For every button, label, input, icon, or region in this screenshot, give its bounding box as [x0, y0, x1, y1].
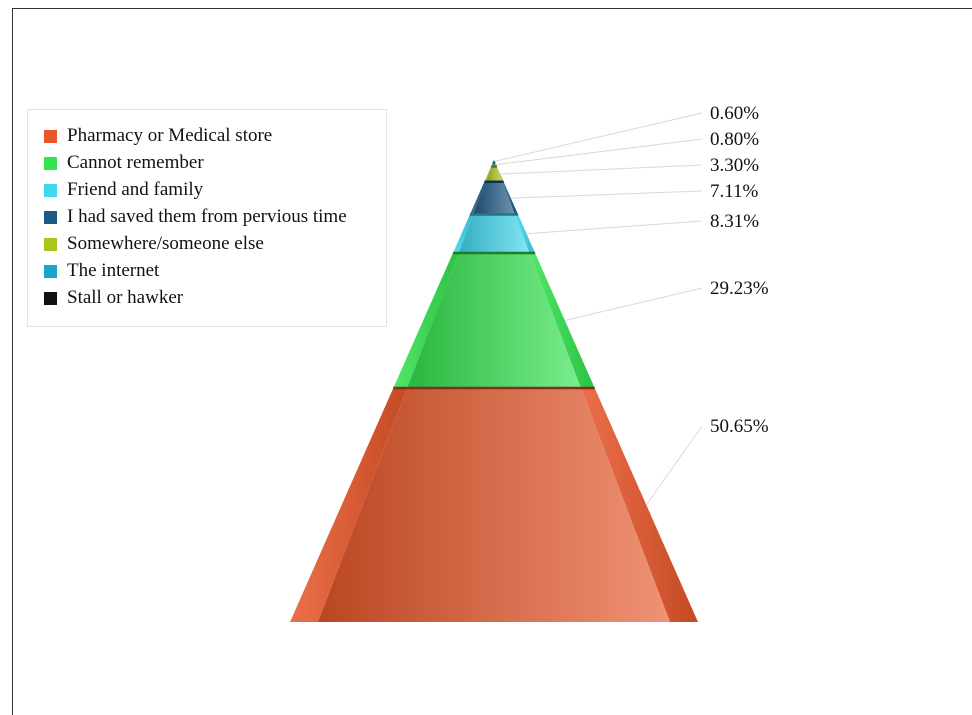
segment-side-left: [452, 214, 474, 253]
value-label: 8.31%: [710, 211, 759, 232]
value-label: 3.30%: [710, 155, 759, 176]
value-label: 50.65%: [710, 416, 769, 437]
legend-swatch: [44, 264, 57, 278]
legend: Pharmacy or Medical store Cannot remembe…: [27, 109, 387, 327]
segment-side-right: [502, 181, 519, 215]
legend-swatch: [44, 237, 57, 251]
value-label: 7.11%: [710, 181, 759, 202]
legend-swatch: [44, 291, 57, 305]
leader-line: [500, 164, 703, 175]
segment-side-left: [290, 387, 408, 622]
legend-item-stall: Stall or hawker: [44, 287, 183, 309]
legend-label: The internet: [67, 260, 160, 281]
legend-item-pharmacy: Pharmacy or Medical store: [44, 125, 272, 147]
leader-line: [564, 287, 703, 321]
legend-swatch: [44, 183, 57, 197]
value-label: 29.23%: [710, 278, 769, 299]
segment-side-right: [580, 387, 698, 622]
leader-line: [495, 138, 703, 166]
segment-front: [473, 181, 515, 215]
value-label: 0.60%: [710, 103, 759, 124]
legend-item-saved: I had saved them from pervious time: [44, 206, 347, 228]
value-label: 0.80%: [710, 129, 759, 150]
chart-frame: [12, 8, 972, 715]
legend-label: Somewhere/someone else: [67, 233, 264, 254]
legend-label: I had saved them from pervious time: [67, 206, 347, 227]
value-labels: 50.65% 29.23% 8.31% 7.11% 3.30% 0.80% 0.60%: [710, 103, 769, 437]
segment-front: [485, 166, 503, 182]
segment-side-right: [514, 214, 536, 253]
segment-side-left: [469, 181, 486, 215]
legend-item-somewhere: Somewhere/someone else: [44, 233, 264, 255]
legend-item-internet: The internet: [44, 260, 159, 282]
segment-side-right: [496, 166, 504, 182]
legend-item-friend-family: Friend and family: [44, 179, 203, 201]
leader-line: [645, 425, 703, 506]
segment-side-left: [393, 252, 459, 388]
pyramid-segments: [290, 160, 698, 622]
legend-label: Cannot remember: [67, 152, 204, 173]
leader-line: [526, 220, 703, 235]
leader-line: [494, 112, 703, 162]
segment-front: [318, 387, 670, 622]
legend-label: Pharmacy or Medical store: [67, 125, 273, 146]
segment-side-left: [484, 166, 492, 182]
legend-swatch: [44, 129, 57, 143]
legend-swatch: [44, 156, 57, 170]
segment-front: [407, 252, 581, 388]
leader-lines: [494, 112, 703, 506]
legend-swatch: [44, 210, 57, 224]
leader-line: [510, 190, 703, 199]
legend-item-cannot-remember: Cannot remember: [44, 152, 204, 174]
legend-label: Friend and family: [67, 179, 204, 200]
legend-label: Stall or hawker: [67, 287, 184, 308]
segment-side-right: [529, 252, 595, 388]
segment-front: [458, 214, 530, 253]
